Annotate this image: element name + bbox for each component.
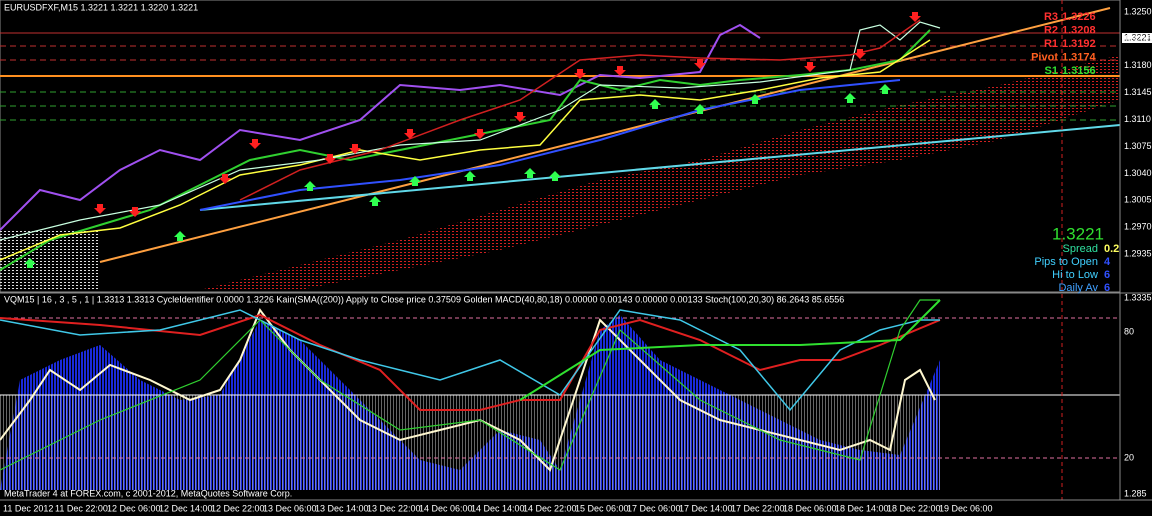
- info-value: 4: [1104, 256, 1111, 268]
- info-label: Pips to Open: [1034, 256, 1098, 268]
- current-price: 1.3221: [1124, 32, 1152, 42]
- price-tick-label: 1.3145: [1124, 87, 1152, 97]
- buy-arrow: [24, 258, 36, 268]
- buy-arrow: [174, 231, 186, 241]
- indicator-tick-label: 1.285: [1124, 488, 1147, 498]
- footer: MetaTrader 4 at FOREX.com, c 2001-2012, …: [4, 488, 292, 498]
- sell-arrow: [804, 62, 816, 72]
- price-panel: [0, 0, 1121, 293]
- info-label: Spread: [1063, 243, 1098, 255]
- pivot-name: R1: [1044, 38, 1058, 50]
- time-tick-label: 13 Dec 14:00: [315, 503, 369, 513]
- pivot-value: 1.3192: [1062, 38, 1096, 50]
- time-tick-label: 18 Dec 06:00: [783, 503, 837, 513]
- pivot-name: S1: [1045, 65, 1058, 77]
- symbol-info: EURUSDFXF,M15 1.3221 1.3221 1.3220 1.322…: [4, 2, 198, 12]
- time-tick-label: 13 Dec 06:00: [263, 503, 317, 513]
- price-tick-label: 1.3215: [1124, 33, 1152, 43]
- buy-arrow: [464, 171, 476, 181]
- time-tick-label: 18 Dec 14:00: [835, 503, 889, 513]
- time-tick-label: 14 Dec 14:00: [471, 503, 525, 513]
- time-tick-label: 12 Dec 14:00: [159, 503, 213, 513]
- indicator-tick-label: 1.3335: [1124, 292, 1152, 302]
- sell-arrow: [129, 207, 141, 217]
- info-value: 0.2: [1104, 243, 1119, 255]
- sell-arrow: [94, 204, 106, 214]
- sell-arrow: [349, 144, 361, 154]
- price-tick-label: 1.3250: [1124, 6, 1152, 16]
- sell-arrow: [694, 59, 706, 69]
- time-tick-label: 12 Dec 22:00: [211, 503, 265, 513]
- sell-arrow: [854, 49, 866, 59]
- buy-arrow: [304, 181, 316, 191]
- sell-arrow: [249, 139, 261, 149]
- sell-arrow: [404, 129, 416, 139]
- price-tick-label: 1.3005: [1124, 195, 1152, 205]
- info-label: Hi to Low: [1052, 269, 1098, 281]
- time-tick-label: 12 Dec 06:00: [107, 503, 161, 513]
- price-tick-label: 1.2935: [1124, 248, 1152, 258]
- time-tick-label: 18 Dec 22:00: [887, 503, 941, 513]
- time-tick-label: 17 Dec 22:00: [731, 503, 785, 513]
- sell-arrow: [324, 154, 336, 164]
- indicator-tick-label: 80: [1124, 326, 1134, 336]
- current-price-box: [1122, 33, 1152, 43]
- time-tick-label: 14 Dec 06:00: [419, 503, 473, 513]
- sell-arrow: [219, 174, 231, 184]
- indicator-tick-label: 20: [1124, 452, 1134, 462]
- buy-arrow: [844, 93, 856, 103]
- sell-arrow: [474, 129, 486, 139]
- time-tick-label: 15 Dec 06:00: [575, 503, 629, 513]
- pivot-name: R2: [1044, 24, 1058, 36]
- pivot-name: Pivot: [1031, 51, 1058, 63]
- time-tick-label: 14 Dec 22:00: [523, 503, 577, 513]
- buy-arrow: [649, 99, 661, 109]
- buy-arrow: [694, 104, 706, 114]
- info-value: 6: [1104, 282, 1110, 294]
- info-value: 6: [1104, 269, 1110, 281]
- time-tick-label: 17 Dec 06:00: [627, 503, 681, 513]
- pivot-value: 1.3156: [1062, 65, 1096, 77]
- sell-arrow: [514, 112, 526, 122]
- buy-arrow: [749, 94, 761, 104]
- price-tick-label: 1.3110: [1124, 114, 1151, 124]
- buy-arrow: [524, 168, 536, 178]
- time-tick-label: 11 Dec 22:00: [55, 503, 108, 513]
- indicator-header: VQM15 | 16 , 3 , 5 , 1 | 1.3313 1.3313 C…: [4, 294, 844, 304]
- time-tick-label: 11 Dec 2012: [3, 503, 53, 513]
- buy-arrow: [879, 84, 891, 94]
- sell-arrow: [574, 69, 586, 79]
- pivot-value: 1.3174: [1062, 51, 1097, 63]
- pivot-value: 1.3208: [1062, 24, 1096, 36]
- sell-arrow: [909, 12, 921, 22]
- price-tick-label: 1.3040: [1124, 168, 1152, 178]
- pivot-value: 1.3226: [1062, 11, 1096, 23]
- pivot-name: R3: [1044, 11, 1058, 23]
- price-tick-label: 1.3075: [1124, 141, 1152, 151]
- indicator-panel: [0, 0, 1120, 500]
- buy-arrow: [369, 196, 381, 206]
- info-label: Daily Av: [1058, 282, 1098, 294]
- price-tick-label: 1.2970: [1124, 222, 1152, 232]
- sell-arrow: [614, 66, 626, 76]
- buy-arrow: [549, 171, 561, 181]
- buy-arrow: [409, 176, 421, 186]
- info-price: 1.3221: [1052, 224, 1104, 243]
- time-tick-label: 13 Dec 22:00: [367, 503, 421, 513]
- time-tick-label: 19 Dec 06:00: [939, 503, 993, 513]
- time-tick-label: 17 Dec 14:00: [679, 503, 733, 513]
- price-tick-label: 1.3180: [1124, 60, 1152, 70]
